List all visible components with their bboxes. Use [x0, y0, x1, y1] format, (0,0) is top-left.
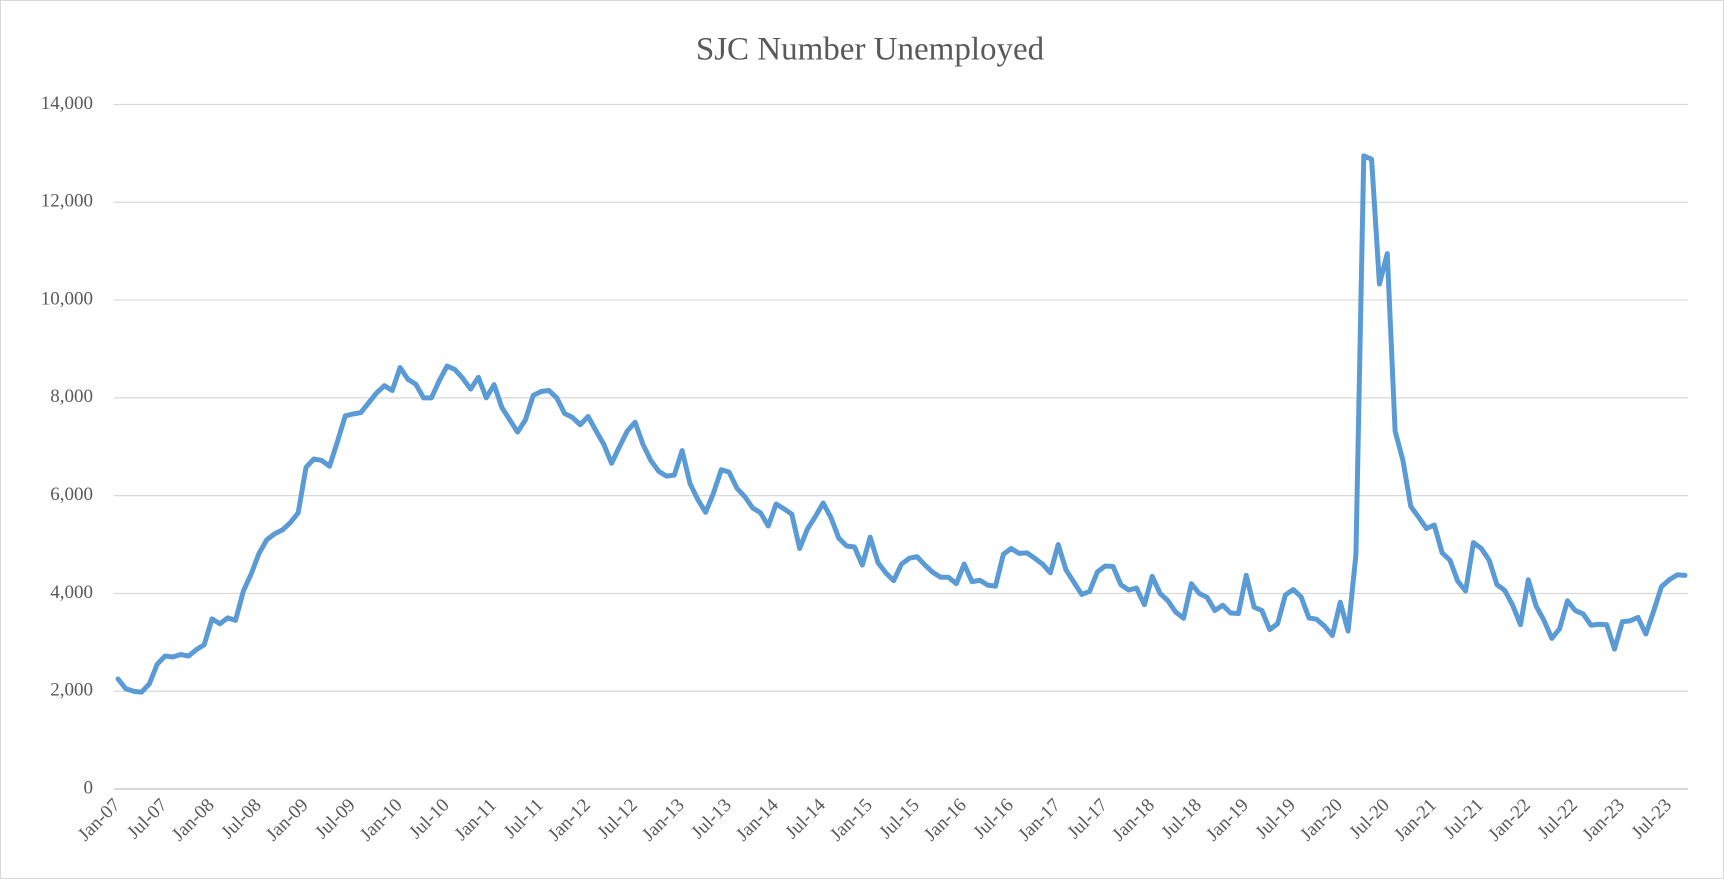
- y-tick-label: 12,000: [41, 191, 93, 212]
- data-line: [115, 153, 1688, 695]
- y-tick-label: 2,000: [50, 680, 93, 701]
- y-tick-label: 10,000: [41, 288, 93, 309]
- y-tick-label: 14,000: [41, 93, 93, 114]
- y-tick-label: 8,000: [50, 386, 93, 407]
- chart-title: SJC Number Unemployed: [696, 32, 1045, 68]
- y-tick-label: 0: [84, 777, 94, 798]
- y-tick-label: 4,000: [50, 582, 93, 603]
- y-tick-label: 6,000: [50, 484, 93, 505]
